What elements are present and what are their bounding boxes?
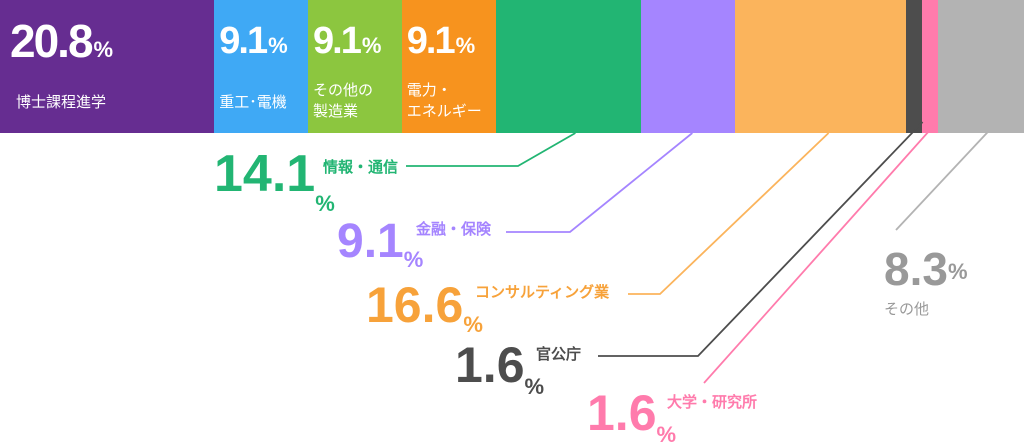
value-unit: % <box>268 33 288 58</box>
bar-segment-6 <box>640 0 735 133</box>
value-unit: % <box>947 259 968 284</box>
value-label-segment-6: 9.1% <box>337 215 423 271</box>
bar-segment-9 <box>922 0 939 133</box>
bar-segment-4 <box>401 0 496 133</box>
value-unit: % <box>361 33 382 58</box>
category-label-segment-9: 大学・研究所 <box>667 395 757 411</box>
value-label-segment-2: 9.1% <box>219 22 287 60</box>
bar-segment-1 <box>0 0 215 133</box>
value-label-segment-8: 1.6% <box>455 337 544 398</box>
value-number: 16.6 <box>366 277 464 333</box>
value-number: 14.1 <box>214 145 316 203</box>
category-label-segment-1: 博士課程進学 <box>16 94 107 111</box>
bar-segment-10 <box>938 0 1024 133</box>
value-label-segment-10: 8.3% <box>884 246 968 292</box>
category-label-segment-3: その他の 製造業 <box>313 82 374 120</box>
value-label-segment-4: 9.1% <box>407 22 475 60</box>
leader-line-segment-5 <box>406 132 576 167</box>
leader-line-segment-6 <box>506 132 693 233</box>
category-label-segment-4: 電力・ エネルギー <box>406 82 482 120</box>
category-label-segment-10: その他 <box>884 302 929 318</box>
category-text: 大学・研究所 <box>667 394 758 411</box>
category-label-segment-7: コンサルティング業 <box>475 285 609 301</box>
value-label-segment-5: 14.1% <box>214 145 335 215</box>
leader-lines <box>406 121 993 384</box>
category-text: その他 <box>884 301 930 318</box>
category-label-segment-8: 官公庁 <box>536 347 581 363</box>
category-label-segment-5: 情報・通信 <box>323 160 398 176</box>
bar-segment-3 <box>308 0 403 133</box>
value-unit: % <box>463 312 483 337</box>
bar-segment-2 <box>214 0 309 133</box>
value-unit: % <box>403 247 424 272</box>
value-unit: % <box>93 37 114 62</box>
bar-segment-8 <box>905 0 923 133</box>
bar-segment-5 <box>495 0 642 133</box>
value-number: 9.1 <box>337 215 404 268</box>
value-number: 8.3 <box>884 243 948 295</box>
category-text: 官公庁 <box>536 346 582 363</box>
value-label-segment-3: 9.1% <box>313 22 381 60</box>
value-label-segment-1: 20.8% <box>10 18 113 64</box>
value-number: 1.6 <box>587 385 657 441</box>
category-text: 金融・保険 <box>416 221 492 238</box>
category-text: コンサルティング業 <box>475 284 610 301</box>
category-label-segment-6: 金融・保険 <box>416 222 491 238</box>
category-label-segment-2: 重工･電機 <box>219 94 287 111</box>
value-number: 9.1 <box>219 20 268 62</box>
leader-line-segment-9 <box>703 121 938 384</box>
leader-line-segment-7 <box>628 132 830 295</box>
value-unit: % <box>524 374 545 399</box>
value-unit: % <box>315 191 335 216</box>
value-number: 9.1 <box>406 20 456 62</box>
value-number: 1.6 <box>455 337 525 393</box>
bar-segment-7 <box>734 0 907 133</box>
value-unit: % <box>455 33 476 58</box>
value-number: 20.8 <box>10 15 94 67</box>
value-number: 9.1 <box>313 20 362 62</box>
leader-line-segment-10 <box>895 127 993 231</box>
value-label-segment-7: 16.6% <box>366 277 483 336</box>
leader-line-segment-8 <box>598 121 924 357</box>
value-unit: % <box>656 422 677 447</box>
category-text: 情報・通信 <box>323 159 399 176</box>
